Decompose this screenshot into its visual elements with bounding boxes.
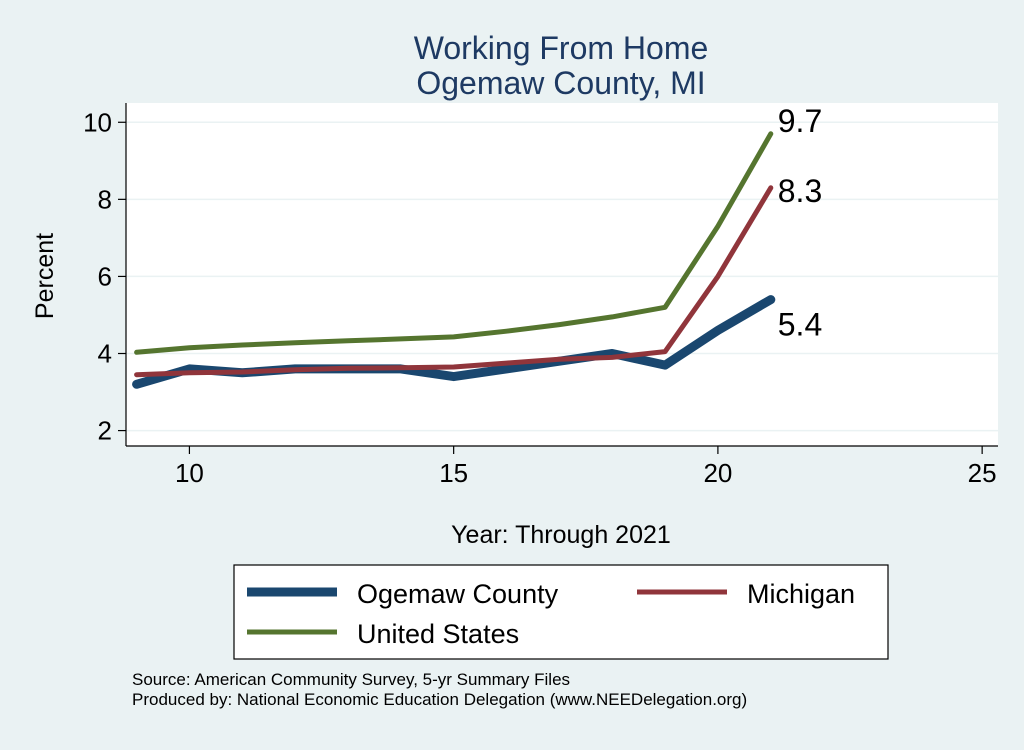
x-tick-label: 25 [968, 458, 997, 488]
producer-note: Produced by: National Economic Education… [132, 690, 748, 709]
y-axis-label: Percent [31, 233, 59, 319]
legend-label-ogemaw: Ogemaw County [357, 579, 559, 609]
series-line-michigan [134, 185, 774, 378]
legend-label-michigan: Michigan [747, 579, 855, 609]
y-tick-label: 8 [98, 184, 112, 214]
series-line-united-states [134, 131, 774, 355]
y-tick-label: 2 [98, 416, 112, 446]
grid-lines [126, 121, 998, 432]
footer: Source: American Community Survey, 5-yr … [132, 670, 747, 710]
y-tick-label: 4 [98, 339, 112, 369]
x-tick-label: 20 [703, 458, 732, 488]
end-label-ogemaw-county: 5.4 [778, 307, 822, 343]
y-tick-label: 6 [98, 261, 112, 291]
chart-subtitle: Ogemaw County, MI [416, 65, 705, 101]
series-lines [132, 131, 776, 389]
end-labels: 5.4 8.3 9.7 [778, 103, 822, 343]
x-axis-label: Year: Through 2021 [451, 521, 671, 549]
plot-area [126, 103, 998, 446]
y-tick-label: 10 [83, 107, 112, 137]
end-label-united-states: 9.7 [778, 103, 822, 139]
legend-label-united-states: United States [357, 619, 519, 649]
legend: Ogemaw County Michigan United States [233, 564, 889, 660]
end-label-michigan: 8.3 [778, 173, 822, 209]
legend-box [233, 564, 889, 660]
x-tick-label: 15 [439, 458, 468, 488]
chart-title: Working From Home [414, 30, 709, 66]
x-tick-label: 10 [175, 458, 204, 488]
source-note: Source: American Community Survey, 5-yr … [132, 670, 571, 689]
axes: 2 4 6 8 10 10 15 20 25 [83, 103, 998, 488]
